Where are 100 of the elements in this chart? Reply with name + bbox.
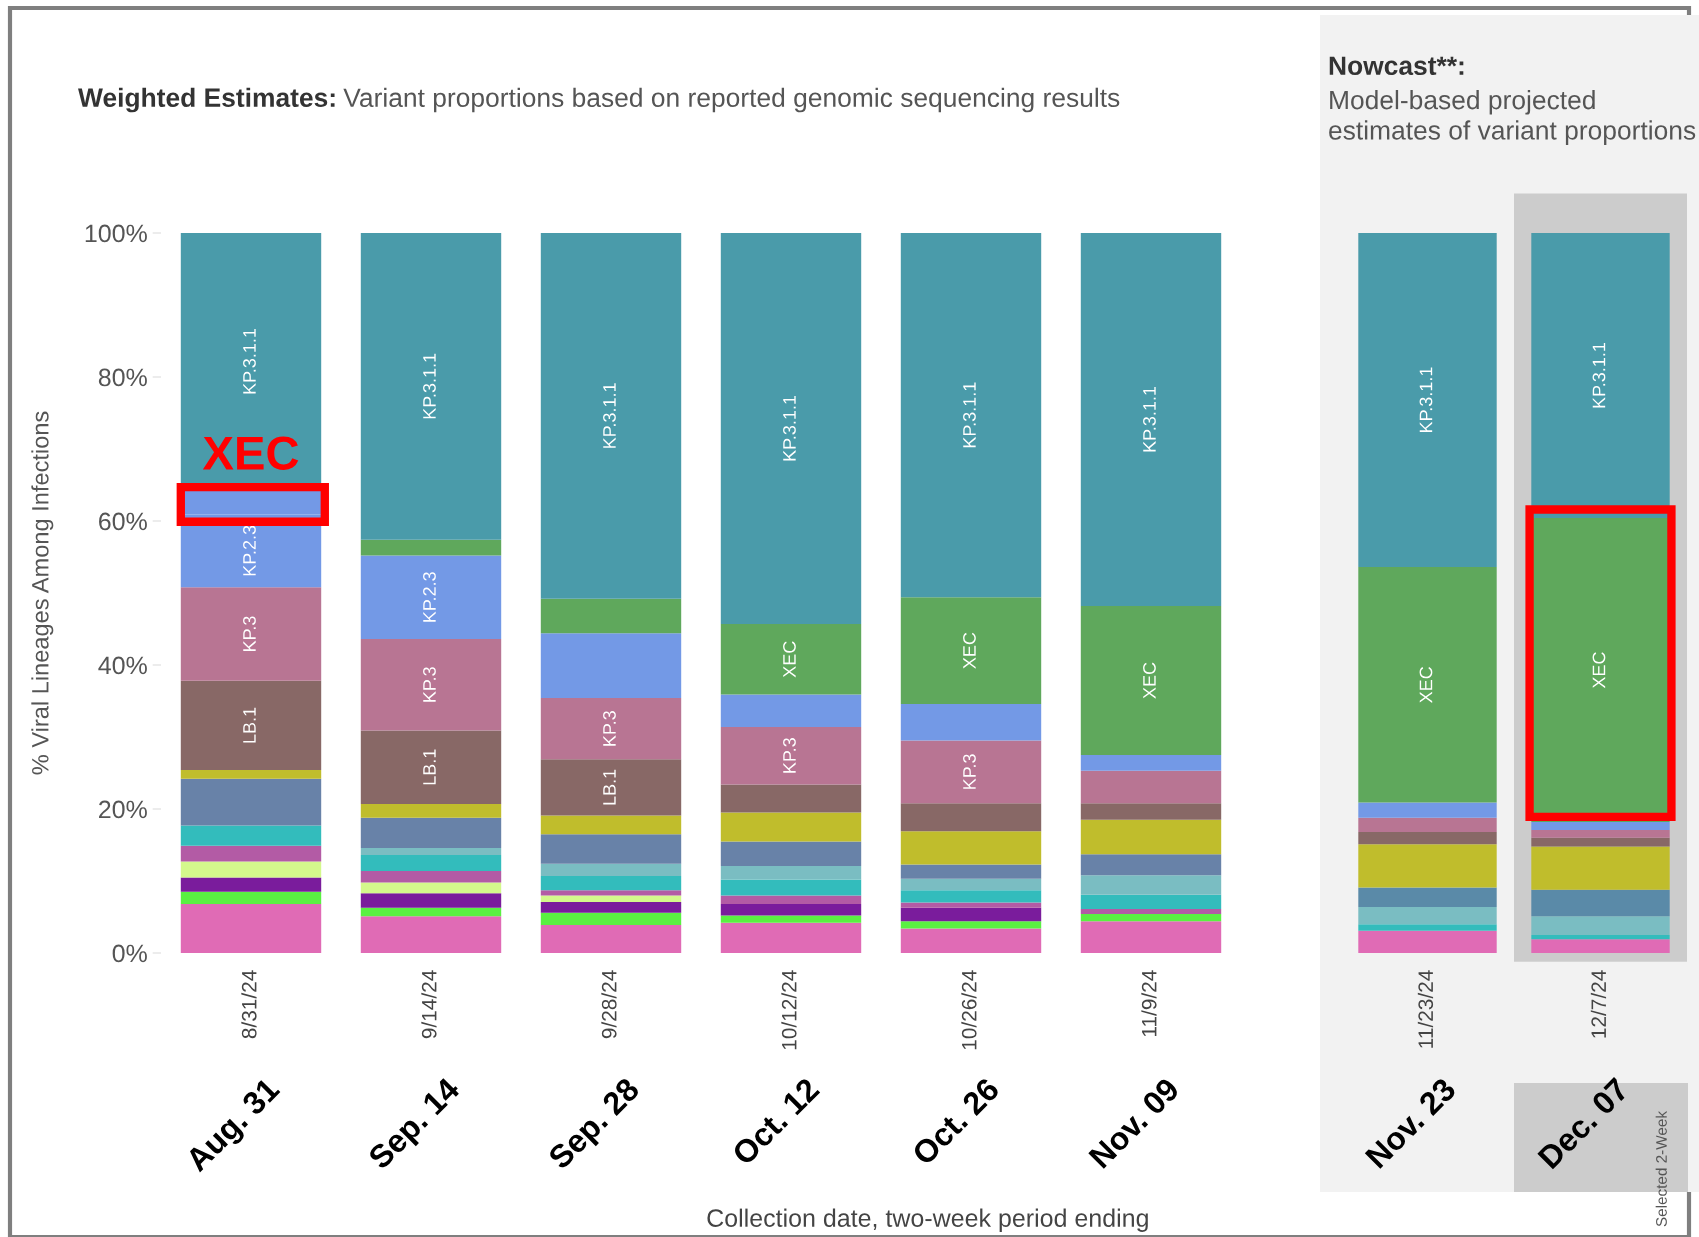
- bar: [900, 703, 1042, 741]
- data-label: XEC: [1143, 662, 1156, 699]
- bar: [1080, 605, 1222, 755]
- bar: [180, 845, 322, 862]
- bar: [1358, 930, 1497, 953]
- bar: [720, 784, 862, 813]
- chart-title: Weighted Estimates:: [78, 87, 335, 113]
- data-label: KP.3.1.1: [243, 328, 256, 394]
- bar: [720, 623, 862, 695]
- bar: [900, 803, 1042, 832]
- bar: [900, 921, 1042, 929]
- y-tick-label: 0%: [112, 944, 147, 963]
- chart-subtitle: Variant proportions based on reported genomic sequencing results: [343, 87, 1120, 113]
- bar: [540, 759, 682, 816]
- bar: [1358, 567, 1497, 803]
- data-label: XEC: [783, 641, 796, 678]
- text: Nov. 09: [1088, 1076, 1181, 1169]
- bar: [180, 587, 322, 681]
- bar: [180, 770, 322, 779]
- data-label: KP.3: [963, 754, 976, 789]
- bar: [720, 879, 862, 896]
- bar: [360, 916, 502, 953]
- x-tick-label: 11/23/24: [1417, 970, 1434, 1048]
- data-label: KP.3.1.1: [1592, 342, 1606, 408]
- data-label: KP.3.1.1: [1419, 367, 1433, 433]
- bar: [540, 924, 682, 953]
- data-label: XEC: [963, 632, 976, 669]
- text: Selected 2-Week: [1655, 1110, 1667, 1227]
- data-label: KP.3: [603, 711, 616, 746]
- bar: [900, 864, 1042, 879]
- bar: [1080, 914, 1222, 922]
- bar: [1080, 233, 1222, 606]
- text: Nov. 23: [1364, 1076, 1457, 1170]
- bar: [1358, 802, 1497, 818]
- x-tick-label: 10/12/24: [781, 970, 797, 1050]
- bar: [1080, 875, 1222, 895]
- bar: [360, 882, 502, 894]
- bar: [1531, 889, 1670, 917]
- bar: [900, 740, 1042, 804]
- chart-subtitle: Model-based projected estimates of variant proportions: [1329, 90, 1696, 145]
- x-tick-label: 10/26/24: [961, 970, 977, 1050]
- bar: [180, 891, 322, 905]
- bar: [1531, 916, 1670, 935]
- bar: [360, 870, 502, 883]
- bar: [720, 904, 862, 916]
- bar: [900, 907, 1042, 922]
- bar: [180, 680, 322, 771]
- annotation: XEC: [202, 436, 299, 470]
- data-label: KP.3: [423, 667, 436, 702]
- bar: [540, 890, 682, 896]
- bar: [720, 841, 862, 866]
- data-label: KP.3.1.1: [1143, 386, 1156, 452]
- y-tick-label: 80%: [98, 368, 147, 387]
- bar: [720, 812, 862, 842]
- bar: [540, 834, 682, 864]
- bar: [720, 865, 862, 880]
- bar: [900, 597, 1042, 704]
- bar: [540, 598, 682, 634]
- bar: [1531, 837, 1670, 847]
- data-label: KP.3.1.1: [963, 382, 976, 448]
- bar: [540, 698, 682, 760]
- bar: [1080, 909, 1222, 915]
- data-label: KP.3.1.1: [423, 353, 436, 419]
- y-tick-label: 20%: [99, 800, 147, 819]
- bar: [360, 803, 502, 818]
- bar: [1531, 829, 1670, 838]
- bar: [1531, 939, 1670, 953]
- bar: [1358, 887, 1497, 907]
- bar: [1358, 924, 1497, 931]
- bar: [900, 902, 1042, 908]
- bar: [720, 915, 862, 923]
- data-label: KP.3: [783, 738, 796, 773]
- text: Dec. 07: [1537, 1076, 1630, 1170]
- y-tick-label: 100%: [85, 224, 147, 243]
- bar: [360, 855, 502, 871]
- bar: [900, 831, 1042, 865]
- bar: [1080, 819, 1222, 855]
- bar: [360, 555, 502, 640]
- bar: [180, 778, 322, 826]
- bar: [180, 861, 322, 878]
- bar: [1358, 817, 1497, 833]
- bar: [900, 928, 1042, 953]
- bar: [1358, 844, 1497, 888]
- bar: [540, 875, 682, 891]
- y-tick-label: 40%: [98, 656, 147, 675]
- bar: [1080, 854, 1222, 876]
- bar: [1358, 906, 1497, 925]
- bar: [1080, 894, 1222, 910]
- text: Oct. 26: [910, 1076, 1001, 1167]
- x-tick-label: 9/14/24: [421, 970, 437, 1039]
- bar: [1358, 832, 1497, 845]
- bar: [360, 847, 502, 856]
- bar: [360, 817, 502, 848]
- data-label: LB.1: [423, 749, 436, 785]
- bar: [360, 730, 502, 804]
- data-label: KP.3: [243, 616, 256, 651]
- y-axis-title: % Viral Lineages Among Infections: [31, 411, 54, 775]
- bar: [180, 877, 322, 892]
- text: Sep. 28: [546, 1076, 646, 1175]
- bar: [360, 539, 502, 556]
